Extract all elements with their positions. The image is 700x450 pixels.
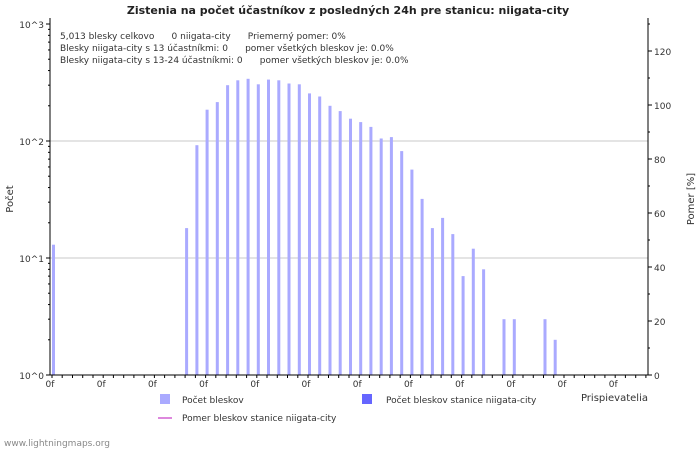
bar — [441, 217, 445, 375]
bar — [287, 83, 291, 375]
x-axis-label: Prispievatelia — [581, 393, 648, 404]
legend-label-ratio-line: Pomer bleskov stanice niigata-city — [182, 414, 337, 424]
bar — [379, 138, 383, 375]
y2-tick-label: 80 — [654, 156, 666, 166]
y-tick-label: 10^0 — [19, 372, 44, 382]
x-tick-label: 0f — [455, 380, 465, 390]
bar — [256, 84, 260, 376]
bar — [297, 84, 301, 376]
bar — [369, 126, 373, 376]
bar — [420, 198, 424, 375]
y-axis-label: Počet — [4, 185, 16, 212]
bar — [277, 80, 281, 376]
bar — [359, 122, 363, 375]
x-tick-label: 0f — [250, 380, 260, 390]
bar — [318, 96, 322, 375]
x-tick-label: 0f — [97, 380, 107, 390]
bar — [205, 109, 209, 375]
bar — [512, 319, 516, 375]
bar — [267, 79, 270, 375]
x-tick-label: 0f — [46, 380, 56, 390]
y-tick-label: 10^2 — [19, 138, 44, 148]
chart-title: Zistenia na počet účastníkov z poslednýc… — [127, 4, 569, 17]
bar — [185, 228, 189, 375]
bar — [451, 234, 455, 375]
bar — [246, 78, 250, 376]
y2-tick-label: 0 — [654, 372, 660, 382]
bar — [543, 319, 547, 375]
y-tick-label: 10^3 — [19, 21, 44, 31]
y2-tick-label: 120 — [654, 48, 671, 58]
bar — [482, 269, 486, 375]
bar — [389, 137, 393, 375]
annotation-line-1: 5,013 blesky celkovo 0 niigata-city Prie… — [60, 32, 346, 42]
y2-tick-label: 100 — [654, 102, 671, 112]
y2-tick-label: 60 — [654, 210, 666, 220]
y2-axis-ticks: 0 20 40 60 80 100 120 — [648, 23, 671, 382]
bar-series — [52, 78, 557, 376]
footer-site-credit: www.lightningmaps.org — [4, 439, 110, 449]
annotation-line-2: Blesky niigata-city s 13 účastníkmi: 0 p… — [60, 43, 394, 54]
x-axis-ticks: 0f 0f 0f 0f 0f 0f 0f 0f 0f 0f 0f 0f — [46, 375, 647, 390]
legend-swatch-station-bar — [362, 394, 372, 404]
y-axis-ticks: 10^0 10^1 10^2 10^3 — [19, 21, 50, 382]
x-tick-label: 0f — [302, 380, 312, 390]
bar — [349, 118, 352, 375]
annotation-line-3: Blesky niigata-city s 13-24 účastníkmi: … — [60, 55, 409, 66]
bar — [502, 319, 506, 375]
bar — [338, 111, 342, 375]
x-tick-label: 0f — [199, 380, 209, 390]
legend-swatch-bar — [160, 394, 170, 404]
x-tick-label: 0f — [148, 380, 158, 390]
y2-tick-label: 20 — [654, 318, 666, 328]
bar — [471, 248, 475, 375]
bar — [226, 85, 230, 375]
x-tick-label: 0f — [609, 380, 619, 390]
bar — [52, 244, 55, 375]
x-tick-label: 0f — [506, 380, 516, 390]
bar — [195, 145, 199, 375]
x-tick-label: 0f — [558, 380, 568, 390]
legend-label-station-bar: Počet bleskov stanice niigata-city — [386, 395, 537, 406]
y2-axis-label: Pomer [%] — [686, 173, 697, 225]
bar — [236, 80, 240, 376]
y-tick-label: 10^1 — [19, 255, 44, 265]
bar — [553, 339, 557, 375]
bar — [410, 169, 414, 375]
bar — [308, 93, 311, 376]
bar — [328, 105, 332, 376]
legend-label-bar: Počet bleskov — [182, 395, 244, 406]
bar — [430, 228, 434, 375]
legend: Počet bleskov Počet bleskov stanice niig… — [158, 394, 537, 424]
y2-tick-label: 40 — [654, 264, 666, 274]
x-tick-label: 0f — [404, 380, 414, 390]
bar — [215, 102, 219, 375]
bar — [461, 276, 465, 375]
bar — [400, 151, 404, 375]
x-tick-label: 0f — [353, 380, 363, 390]
